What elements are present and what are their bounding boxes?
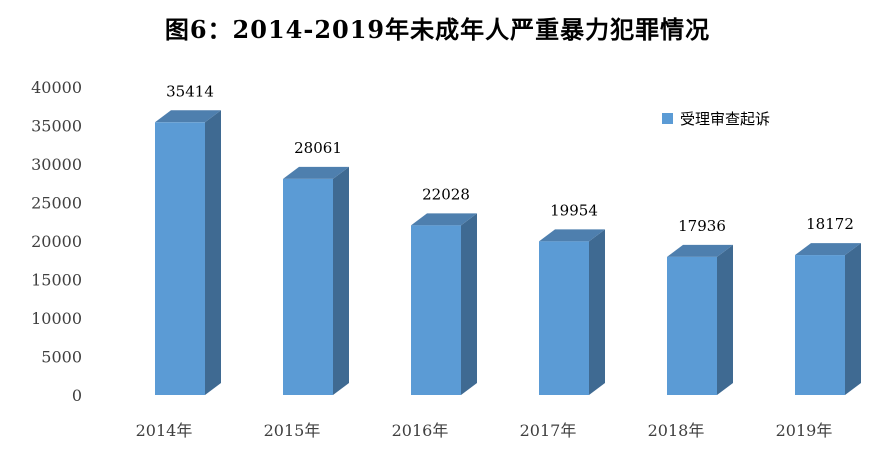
bar-top xyxy=(411,213,477,226)
bar-side xyxy=(589,229,605,395)
y-tick-label: 15000 xyxy=(31,271,82,290)
x-tick-label: 2014年 xyxy=(136,421,193,440)
y-axis-ticks: 0 5000 10000 15000 20000 25000 30000 35000 40000 xyxy=(31,78,82,405)
bar-front xyxy=(667,256,717,395)
data-label: 28061 xyxy=(294,139,342,157)
bar-front xyxy=(155,122,205,396)
y-tick-label: 30000 xyxy=(31,155,82,174)
bar-series xyxy=(155,110,861,396)
data-label: 17936 xyxy=(678,217,726,235)
bar-top xyxy=(539,229,605,242)
legend: 受理审查起诉 xyxy=(662,110,770,128)
bar xyxy=(411,213,477,395)
bar-top xyxy=(795,243,861,256)
x-tick-label: 2017年 xyxy=(520,421,577,440)
y-tick-label: 20000 xyxy=(31,232,82,251)
legend-label: 受理审查起诉 xyxy=(680,110,770,128)
y-tick-label: 25000 xyxy=(31,194,82,213)
bar-top xyxy=(283,166,349,179)
bar-side xyxy=(333,166,349,395)
x-tick-label: 2018年 xyxy=(648,421,705,440)
bar xyxy=(283,166,349,395)
y-tick-label: 5000 xyxy=(41,348,82,367)
x-axis-ticks: 2014年 2015年 2016年 2017年 2018年 2019年 xyxy=(136,421,833,440)
bar-front xyxy=(795,255,845,395)
x-tick-label: 2016年 xyxy=(392,421,449,440)
y-tick-label: 40000 xyxy=(31,78,82,97)
chart-title: 图6：2014-2019年未成年人严重暴力犯罪情况 xyxy=(164,15,711,44)
legend-swatch xyxy=(662,113,673,124)
bar-top xyxy=(155,110,221,123)
bar xyxy=(795,243,861,395)
x-tick-label: 2019年 xyxy=(776,421,833,440)
y-tick-label: 10000 xyxy=(31,309,82,328)
data-labels: 35414 28061 22028 19954 17936 18172 xyxy=(166,82,854,235)
bar xyxy=(155,110,221,396)
bar-front xyxy=(283,178,333,395)
x-tick-label: 2015年 xyxy=(264,421,321,440)
bar xyxy=(667,244,733,395)
bar-top xyxy=(667,244,733,257)
bar-side xyxy=(845,243,861,395)
bar-front xyxy=(411,225,461,395)
data-label: 35414 xyxy=(166,82,214,100)
bar-front xyxy=(539,241,589,395)
data-label: 18172 xyxy=(806,215,854,233)
y-tick-label: 0 xyxy=(72,386,82,405)
data-label: 22028 xyxy=(422,185,470,203)
data-label: 19954 xyxy=(550,201,598,219)
y-tick-label: 35000 xyxy=(31,117,82,136)
bar-side xyxy=(205,110,221,396)
bar-side xyxy=(461,213,477,395)
bar xyxy=(539,229,605,395)
bar-side xyxy=(717,244,733,395)
